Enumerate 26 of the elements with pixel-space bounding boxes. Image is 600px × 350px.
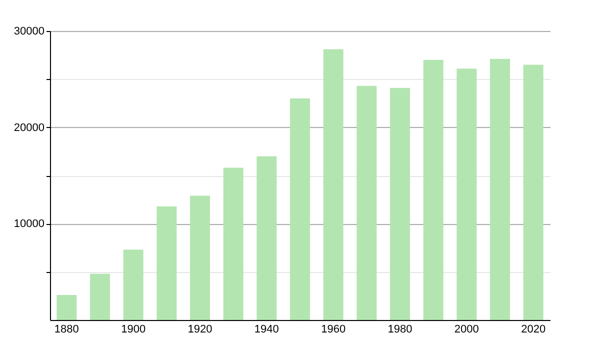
x-tick-label: 1980	[388, 324, 412, 336]
bar	[323, 49, 344, 320]
x-tick-label: 1880	[54, 324, 79, 336]
bar	[56, 294, 77, 320]
bar	[523, 64, 544, 320]
bar	[390, 88, 410, 320]
y-tick-label: 20000	[14, 122, 44, 134]
bar	[156, 206, 177, 320]
y-tick-label: 10000	[14, 218, 44, 230]
bar	[423, 60, 444, 320]
bar	[90, 274, 110, 320]
bar	[290, 98, 310, 320]
bar	[356, 86, 377, 320]
y-tick-label: 30000	[14, 26, 44, 38]
bar	[223, 168, 244, 320]
bar	[490, 58, 510, 320]
bar	[256, 156, 277, 320]
x-tick-label: 2020	[521, 324, 546, 336]
bar	[123, 250, 144, 320]
x-tick-label: 1900	[121, 324, 146, 336]
bar	[190, 196, 210, 320]
x-tick-label: 2000	[454, 324, 479, 336]
x-tick-label: 1940	[254, 324, 279, 336]
x-tick-label: 1920	[188, 324, 212, 336]
bar	[456, 68, 477, 320]
x-tick-label: 1960	[321, 324, 346, 336]
